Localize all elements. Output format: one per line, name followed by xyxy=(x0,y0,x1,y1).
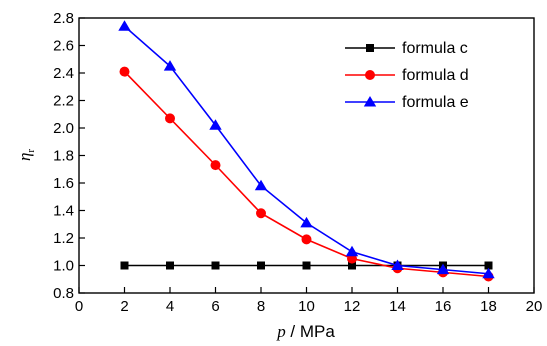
data-point xyxy=(436,263,450,275)
series-triangle xyxy=(118,20,495,279)
x-tick-label: 4 xyxy=(166,298,174,315)
x-tick-label: 6 xyxy=(211,298,219,315)
data-point xyxy=(211,261,220,270)
x-tick-label: 20 xyxy=(526,298,543,315)
y-tick-label: 2.6 xyxy=(53,38,74,55)
y-axis-label-subscript: r xyxy=(25,149,37,153)
x-tick-label: 14 xyxy=(389,298,406,315)
data-point xyxy=(482,267,495,279)
data-point xyxy=(210,160,221,171)
legend: formula c formula d formula e xyxy=(345,40,469,111)
data-point xyxy=(120,261,129,270)
legend-label: formula c xyxy=(402,40,468,57)
y-tick-label: 2.0 xyxy=(53,120,74,137)
x-axis-label-unit: / MPa xyxy=(286,322,336,341)
ticks: 0 2 4 6 8 10 12 14 16 18 20 0.8 1.0 1.2 1.4 1.6 1.8 2.0 2.… xyxy=(53,10,542,315)
x-tick-label: 12 xyxy=(344,298,361,315)
data-point xyxy=(118,20,131,31)
data-point xyxy=(209,119,222,130)
x-axis-label-symbol: p xyxy=(276,322,286,341)
x-tick-label: 0 xyxy=(75,298,83,315)
data-point xyxy=(302,261,311,270)
y-tick-label: 1.0 xyxy=(53,258,74,275)
series-layer xyxy=(118,20,495,282)
x-tick-label: 8 xyxy=(257,298,265,315)
y-tick-label: 2.4 xyxy=(53,65,74,82)
legend-marker xyxy=(366,44,374,52)
legend-item: formula e xyxy=(345,94,469,111)
y-tick-label: 2.2 xyxy=(53,93,74,110)
data-point xyxy=(257,261,265,270)
series-circle xyxy=(119,66,494,282)
legend-label: formula e xyxy=(402,94,469,111)
data-point xyxy=(119,66,130,77)
x-tick-label: 16 xyxy=(435,298,452,315)
data-point xyxy=(256,208,266,219)
data-point xyxy=(348,261,356,270)
data-point xyxy=(345,245,359,257)
legend-marker xyxy=(363,96,377,107)
y-tick-label: 1.2 xyxy=(53,230,74,247)
y-tick-label: 2.8 xyxy=(53,10,74,27)
y-axis-label: ηr xyxy=(15,149,37,161)
x-axis-label: p / MPa xyxy=(276,322,335,341)
data-point xyxy=(300,216,313,228)
x-tick-label: 18 xyxy=(480,298,497,315)
data-point xyxy=(254,179,268,191)
x-tick-label: 10 xyxy=(298,298,315,315)
data-point xyxy=(163,60,177,71)
data-point xyxy=(301,234,312,245)
y-axis-label-symbol: η xyxy=(15,153,34,161)
legend-item: formula d xyxy=(345,67,469,84)
legend-item: formula c xyxy=(345,40,468,57)
y-tick-label: 1.8 xyxy=(53,148,74,165)
legend-marker xyxy=(365,70,375,80)
data-point xyxy=(391,259,404,270)
data-point xyxy=(166,261,174,270)
plot-frame xyxy=(78,17,535,294)
data-point xyxy=(484,261,493,270)
y-tick-label: 1.6 xyxy=(53,175,74,192)
data-point xyxy=(165,113,175,124)
legend-label: formula d xyxy=(402,67,469,84)
x-tick-label: 2 xyxy=(120,298,128,315)
y-tick-label: 1.4 xyxy=(53,203,74,220)
y-tick-label: 0.8 xyxy=(53,285,74,302)
